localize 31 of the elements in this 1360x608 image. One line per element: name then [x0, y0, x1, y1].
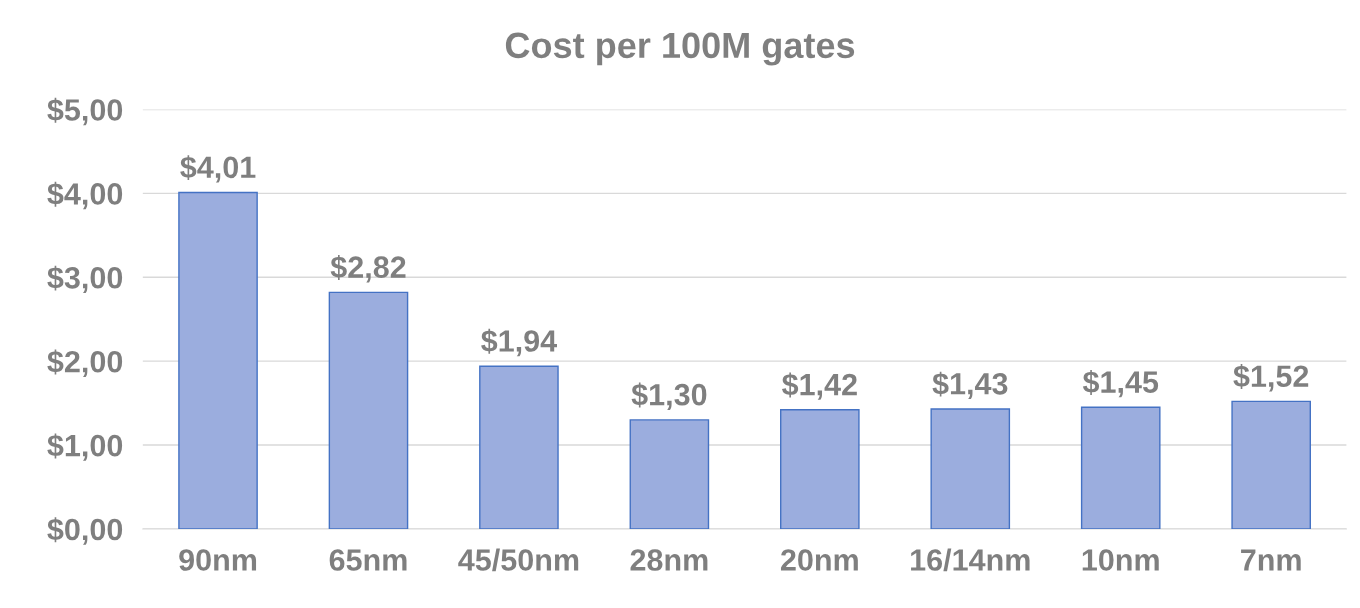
- y-tick-label: $4,00: [47, 181, 123, 210]
- bar: [1080, 406, 1161, 529]
- bar: [1231, 400, 1311, 529]
- x-tick-label: 65nm: [329, 549, 407, 571]
- y-tick-label: $2,00: [47, 349, 123, 377]
- y-tick-label: $3,00: [47, 265, 123, 294]
- y-tick-label: $5,00: [47, 97, 123, 126]
- x-tick-label: 28nm: [630, 549, 708, 571]
- x-tick-label: 16/14nm: [911, 548, 1030, 572]
- bar: [930, 408, 1011, 529]
- bar: [629, 419, 710, 529]
- bar: [178, 191, 258, 529]
- bar: [479, 365, 559, 529]
- chart-title: Cost per 100M gates: [505, 32, 855, 66]
- bar: [328, 291, 409, 529]
- x-tick-label: 90nm: [179, 549, 257, 571]
- x-tick-label: 20nm: [780, 549, 858, 571]
- x-tick-label: 7nm: [1241, 549, 1301, 571]
- data-label: $4,01: [180, 155, 256, 183]
- data-label: $1,94: [481, 328, 557, 357]
- bar: [780, 409, 860, 529]
- data-label: $1,52: [1233, 364, 1309, 392]
- y-tick-label: $1,00: [47, 433, 123, 461]
- data-label: $1,43: [932, 371, 1008, 400]
- x-tick-label: 45/50nm: [458, 548, 579, 572]
- y-tick-label: $0,00: [47, 517, 123, 545]
- data-label: $2,82: [330, 255, 406, 283]
- x-tick-label: 10nm: [1082, 549, 1159, 571]
- data-label: $1,45: [1082, 369, 1159, 398]
- data-label: $1,42: [782, 372, 857, 400]
- data-label: $1,30: [631, 382, 707, 410]
